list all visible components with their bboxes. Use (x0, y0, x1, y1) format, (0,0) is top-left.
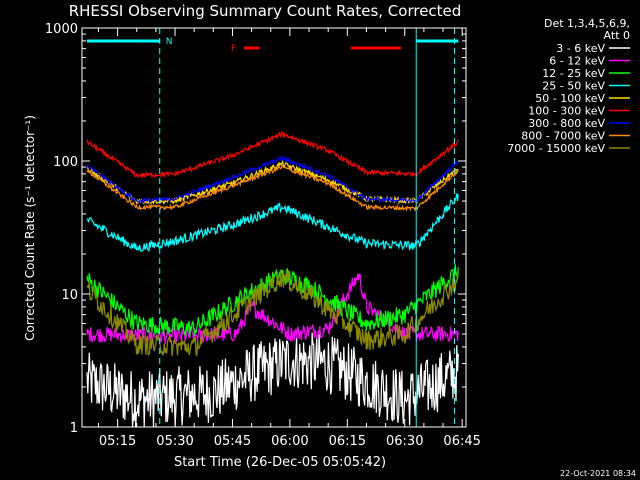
x-axis-label: Start Time (26-Dec-05 05:05:42) (174, 455, 386, 470)
plot-frame (81, 27, 467, 428)
x-tick-label-5: 06:30 (386, 434, 423, 449)
legend-label-5: 100 - 300 keV (528, 105, 605, 118)
series-line-7 (86, 164, 459, 213)
series-line-2 (86, 264, 459, 337)
x-tick-label-1: 05:30 (156, 434, 193, 449)
y-axis: 1 10 100 1000 (45, 22, 466, 436)
legend-label-6: 300 - 800 keV (528, 117, 605, 130)
series-line-0 (86, 332, 459, 428)
legend-label-3: 25 - 50 keV (542, 80, 605, 93)
series-line-6 (86, 154, 459, 205)
x-tick-label-0: 05:15 (99, 434, 136, 449)
legend-label-4: 50 - 100 keV (535, 92, 605, 105)
legend-label-2: 12 - 25 keV (542, 67, 605, 80)
series-line-1 (86, 273, 459, 345)
legend-label-1: 6 - 12 keV (549, 55, 605, 68)
x-axis: 05:15 05:30 05:45 06:00 06:15 06:30 06:45 (97, 28, 481, 449)
legend-label-8: 7000 - 15000 keV (507, 142, 605, 155)
x-tick-label-3: 06:00 (271, 434, 308, 449)
timestamp: 22-Oct-2021 08:34 (560, 469, 636, 478)
legend-label-0: 3 - 6 keV (556, 42, 605, 55)
legend-header-line-1: Det 1,3,4,5,6,9, (544, 17, 630, 30)
flare-label: F (231, 44, 236, 54)
legend-label-7: 800 - 7000 keV (521, 130, 605, 143)
legend-header-line-2: Att 0 (604, 29, 630, 42)
series-line-8 (86, 269, 459, 357)
night-label: N (166, 37, 173, 47)
y-tick-label-1: 10 (61, 288, 78, 303)
y-tick-label-2: 100 (53, 155, 78, 170)
x-tick-label-6: 06:45 (443, 434, 480, 449)
x-tick-label-2: 05:45 (214, 434, 251, 449)
y-tick-label-3: 1000 (45, 22, 78, 37)
y-axis-label: Corrected Count Rate (s⁻¹ detector⁻¹) (23, 115, 37, 341)
plot-area: NF (86, 28, 459, 428)
chart-title: RHESSI Observing Summary Count Rates, Co… (69, 2, 462, 20)
series-line-5 (86, 130, 459, 179)
series-line-3 (86, 193, 459, 253)
y-tick-label-0: 1 (70, 421, 78, 436)
x-tick-label-4: 06:15 (329, 434, 366, 449)
